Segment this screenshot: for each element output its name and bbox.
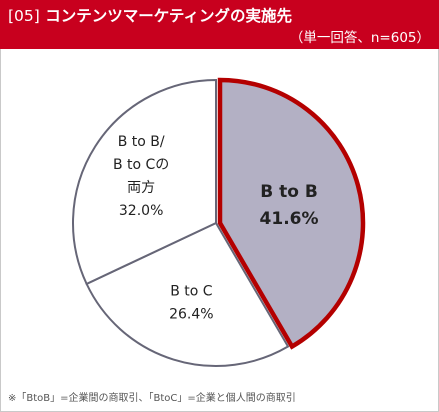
chart-subtitle: （単一回答、n=605） bbox=[289, 30, 430, 46]
pie-slice-b-to-b bbox=[217, 77, 366, 350]
slice-value-label: 32.0% bbox=[119, 203, 163, 219]
slice-value-label: 41.6% bbox=[260, 209, 319, 229]
pie-slice-b-to-c bbox=[85, 221, 290, 367]
slice-category-label: 両方 bbox=[127, 180, 155, 196]
slice-value-label: 26.4% bbox=[169, 307, 213, 323]
footnote: ※「BtoB」=企業間の商取引、「BtoC」=企業と個人間の商取引 bbox=[8, 393, 296, 404]
pie-slice-b-to-b-b-to-c bbox=[72, 78, 217, 286]
slice-category-label: B to C bbox=[170, 284, 213, 300]
slice-label-b-to-b: B to B 41.6% bbox=[260, 182, 319, 229]
slice-category-label: B to B bbox=[260, 182, 318, 202]
header-bar: [05] コンテンツマーケティングの実施先 （単一回答、n=605） bbox=[0, 0, 439, 49]
chart-code: [05] bbox=[8, 7, 40, 25]
slice-category-label: B to B/ bbox=[118, 134, 165, 150]
slice-label-b-to-c: B to C 26.4% bbox=[169, 284, 213, 323]
slice-category-label: B to Cの bbox=[113, 157, 169, 173]
chart-title: [05] コンテンツマーケティングの実施先 bbox=[8, 4, 292, 26]
chart-title-text: コンテンツマーケティングの実施先 bbox=[45, 7, 292, 25]
